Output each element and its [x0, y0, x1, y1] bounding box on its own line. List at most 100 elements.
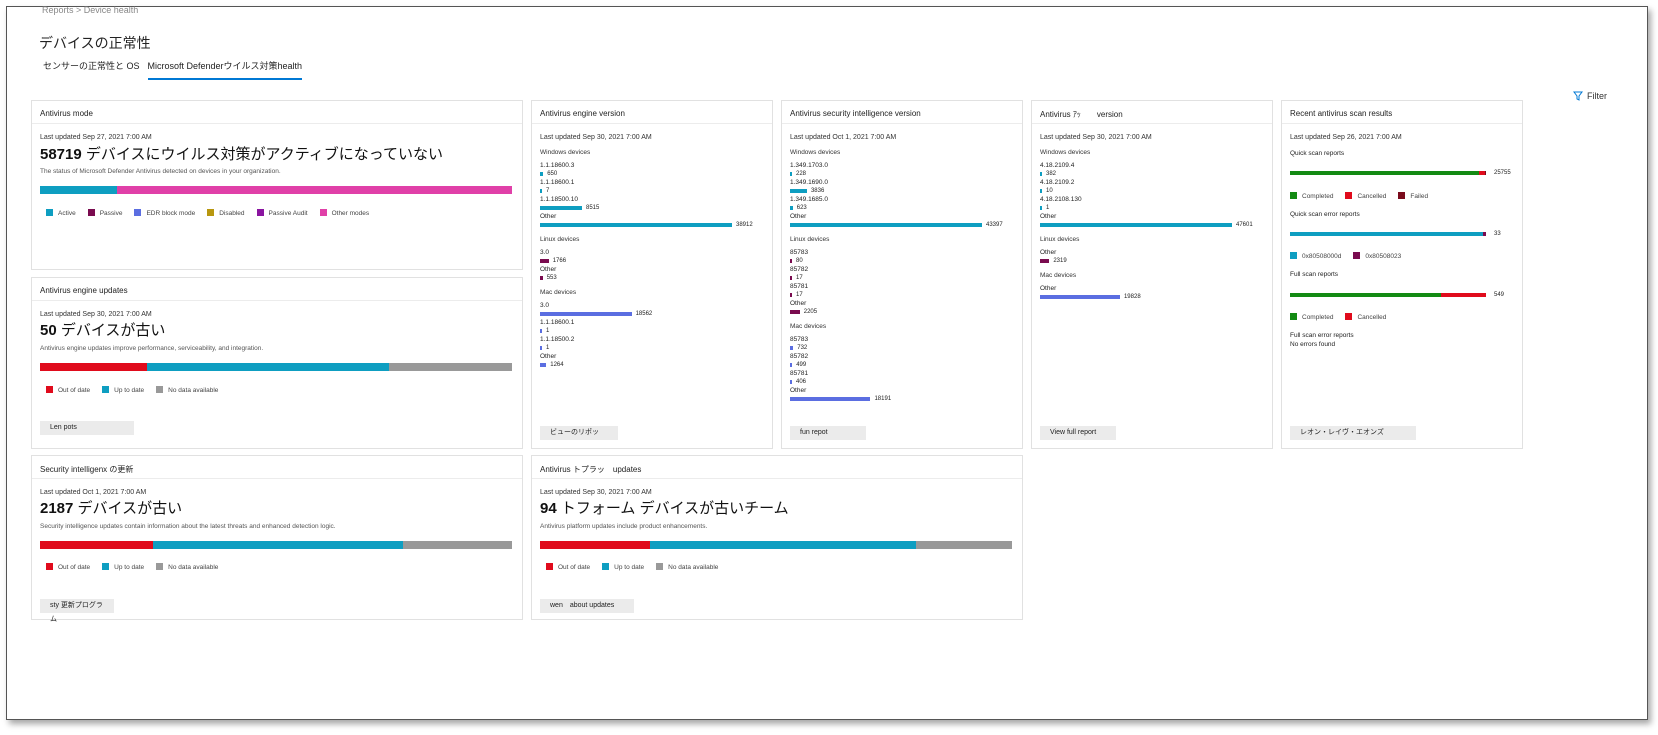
version-label: Other	[790, 213, 807, 220]
full-scan-bar[interactable]	[1290, 293, 1486, 297]
bar-segment[interactable]	[650, 541, 916, 549]
breadcrumb[interactable]: Reports > Device health	[42, 5, 139, 15]
version-bar[interactable]	[790, 380, 792, 384]
bar-segment[interactable]	[1479, 171, 1485, 175]
quick-scan-error-bar[interactable]	[1290, 232, 1486, 236]
version-bar[interactable]	[790, 310, 800, 314]
view-report-button[interactable]: Len pots	[40, 421, 134, 435]
filter-button[interactable]: Filter	[1573, 91, 1607, 101]
bar-segment[interactable]	[40, 541, 154, 549]
version-row[interactable]: Other 18191	[790, 387, 1014, 404]
version-bar[interactable]	[1040, 223, 1232, 227]
bar-segment[interactable]	[403, 541, 512, 549]
bar-segment[interactable]	[1290, 293, 1441, 297]
legend: Out of date Up to date No data available	[46, 386, 218, 394]
version-row[interactable]: 1.349.1703.0 228	[790, 162, 1014, 179]
security-updates-button[interactable]: sty 更新プログラム	[40, 599, 114, 623]
version-bar[interactable]	[540, 189, 542, 193]
version-bar[interactable]	[540, 329, 542, 333]
version-bar[interactable]	[1040, 206, 1042, 210]
version-bar[interactable]	[540, 363, 547, 367]
bar-segment[interactable]	[388, 363, 512, 371]
headline-text: デバイスが古い	[60, 322, 166, 339]
version-bar[interactable]	[790, 397, 871, 401]
version-bar[interactable]	[790, 276, 792, 280]
bar-segment[interactable]	[146, 363, 389, 371]
version-row[interactable]: 85781 406	[790, 370, 1014, 387]
tab-antivirus-health[interactable]: Microsoft Defenderウイルス対策health	[147, 59, 303, 80]
version-count: 732	[797, 345, 808, 351]
version-bar[interactable]	[540, 223, 732, 227]
bar-segment[interactable]	[40, 363, 147, 371]
version-row[interactable]: 1.1.18600.3 650	[540, 162, 764, 179]
platform-stacked-bar[interactable]	[540, 541, 1012, 549]
version-row[interactable]: 85782 499	[790, 353, 1014, 370]
version-bar[interactable]	[790, 293, 792, 297]
version-bar[interactable]	[540, 312, 632, 316]
version-bar[interactable]	[1040, 189, 1042, 193]
version-row[interactable]: 1.1.18500.10 8515	[540, 196, 764, 213]
bar-segment[interactable]	[153, 541, 404, 549]
version-row[interactable]: 85782 17	[790, 266, 1014, 283]
version-row[interactable]: Other 19828	[1040, 285, 1264, 302]
version-row[interactable]: 85781 17	[790, 283, 1014, 300]
bar-segment[interactable]	[1290, 232, 1484, 236]
version-bar[interactable]	[790, 346, 794, 350]
bar-segment[interactable]	[915, 541, 1012, 549]
version-row[interactable]: 4.18.2109.4 382	[1040, 162, 1264, 179]
learn-about-updates-button[interactable]: wen about updates	[540, 599, 634, 613]
view-report-button[interactable]: fun repot	[790, 426, 866, 440]
mode-stacked-bar[interactable]	[40, 186, 512, 194]
version-bar[interactable]	[540, 172, 544, 176]
bar-segment[interactable]	[116, 186, 512, 194]
quick-scan-bar[interactable]	[1290, 171, 1486, 175]
tab-sensor-health[interactable]: センサーの正常性と OS	[43, 61, 140, 71]
version-row[interactable]: 1.1.18500.2 1	[540, 336, 764, 353]
version-row[interactable]: 4.18.2109.2 10	[1040, 179, 1264, 196]
version-row[interactable]: 1.349.1685.0 623	[790, 196, 1014, 213]
bar-segment[interactable]	[1485, 171, 1486, 175]
security-stacked-bar[interactable]	[40, 541, 512, 549]
bar-segment[interactable]	[540, 541, 651, 549]
version-row[interactable]: 85783 732	[790, 336, 1014, 353]
version-row[interactable]: Other 43397	[790, 213, 1014, 230]
version-bar[interactable]	[540, 346, 542, 350]
version-bar[interactable]	[540, 206, 582, 210]
version-bar[interactable]	[1040, 172, 1042, 176]
version-row[interactable]: 85783 80	[790, 249, 1014, 266]
version-row[interactable]: 3.0 1766	[540, 249, 764, 266]
version-count: 43397	[986, 222, 1003, 228]
bar-segment[interactable]	[1290, 171, 1480, 175]
version-bar[interactable]	[790, 223, 982, 227]
engine-stacked-bar[interactable]	[40, 363, 512, 371]
bar-segment[interactable]	[40, 186, 117, 194]
version-row[interactable]: 4.18.2108.130 1	[1040, 196, 1264, 213]
version-bar[interactable]	[1040, 295, 1120, 299]
scan-results-button[interactable]: レオン・レイヴ・エオンズ	[1290, 426, 1416, 440]
view-report-button[interactable]: ビューのリポッ	[540, 426, 618, 440]
last-updated: Last updated Sep 30, 2021 7:00 AM	[40, 311, 152, 318]
version-row[interactable]: Other 2319	[1040, 249, 1264, 266]
version-row[interactable]: Other 47601	[1040, 213, 1264, 230]
version-bar[interactable]	[790, 172, 792, 176]
version-label: Other	[1040, 249, 1057, 256]
version-row[interactable]: Other 553	[540, 266, 764, 283]
version-row[interactable]: 1.1.18600.1 1	[540, 319, 764, 336]
security-updates-card: Security inteIligenx の更新 Last updated Oc…	[31, 455, 523, 623]
version-bar[interactable]	[790, 363, 793, 367]
version-bar[interactable]	[790, 189, 807, 193]
version-bar[interactable]	[540, 259, 549, 263]
bar-segment[interactable]	[1483, 232, 1486, 236]
version-row[interactable]: Other 1264	[540, 353, 764, 370]
version-bar[interactable]	[790, 259, 792, 263]
version-row[interactable]: Other 2205	[790, 300, 1014, 317]
version-bar[interactable]	[540, 276, 543, 280]
version-row[interactable]: 3.0 18562	[540, 302, 764, 319]
view-full-report-button[interactable]: View full report	[1040, 426, 1116, 440]
version-row[interactable]: 1.1.18600.1 7	[540, 179, 764, 196]
version-row[interactable]: 1.349.1690.0 3836	[790, 179, 1014, 196]
bar-segment[interactable]	[1440, 293, 1486, 297]
version-bar[interactable]	[790, 206, 793, 210]
version-bar[interactable]	[1040, 259, 1050, 263]
version-row[interactable]: Other 38912	[540, 213, 764, 230]
